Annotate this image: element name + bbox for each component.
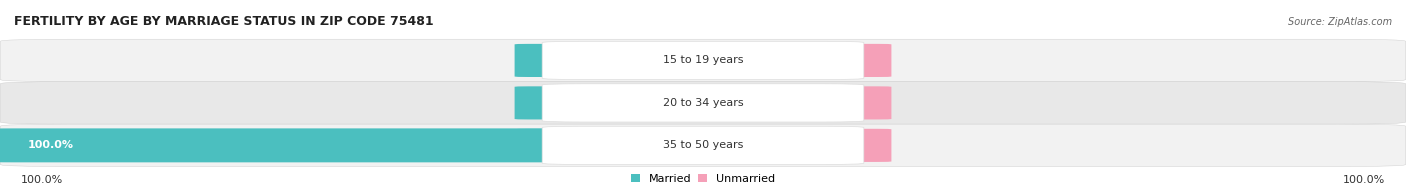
FancyBboxPatch shape — [543, 126, 863, 164]
FancyBboxPatch shape — [808, 44, 891, 77]
Text: 20 to 34 years: 20 to 34 years — [662, 98, 744, 108]
FancyBboxPatch shape — [0, 39, 1406, 82]
FancyBboxPatch shape — [0, 128, 612, 162]
Text: 35 to 50 years: 35 to 50 years — [662, 140, 744, 150]
Text: 0.0%: 0.0% — [548, 98, 576, 108]
Text: 0.0%: 0.0% — [830, 140, 858, 150]
FancyBboxPatch shape — [543, 41, 863, 80]
Text: 100.0%: 100.0% — [28, 140, 75, 150]
FancyBboxPatch shape — [0, 82, 1406, 124]
FancyBboxPatch shape — [515, 86, 598, 119]
FancyBboxPatch shape — [808, 129, 891, 162]
FancyBboxPatch shape — [515, 44, 598, 77]
FancyBboxPatch shape — [808, 86, 891, 119]
FancyBboxPatch shape — [0, 124, 1406, 167]
Text: 0.0%: 0.0% — [830, 98, 858, 108]
FancyBboxPatch shape — [515, 129, 598, 162]
Text: 0.0%: 0.0% — [830, 55, 858, 65]
Text: 15 to 19 years: 15 to 19 years — [662, 55, 744, 65]
Text: 0.0%: 0.0% — [548, 55, 576, 65]
Text: Source: ZipAtlas.com: Source: ZipAtlas.com — [1288, 16, 1392, 27]
Text: 100.0%: 100.0% — [21, 175, 63, 185]
Legend: Married, Unmarried: Married, Unmarried — [627, 169, 779, 188]
Text: 100.0%: 100.0% — [1343, 175, 1385, 185]
FancyBboxPatch shape — [543, 84, 863, 122]
Text: FERTILITY BY AGE BY MARRIAGE STATUS IN ZIP CODE 75481: FERTILITY BY AGE BY MARRIAGE STATUS IN Z… — [14, 15, 433, 28]
